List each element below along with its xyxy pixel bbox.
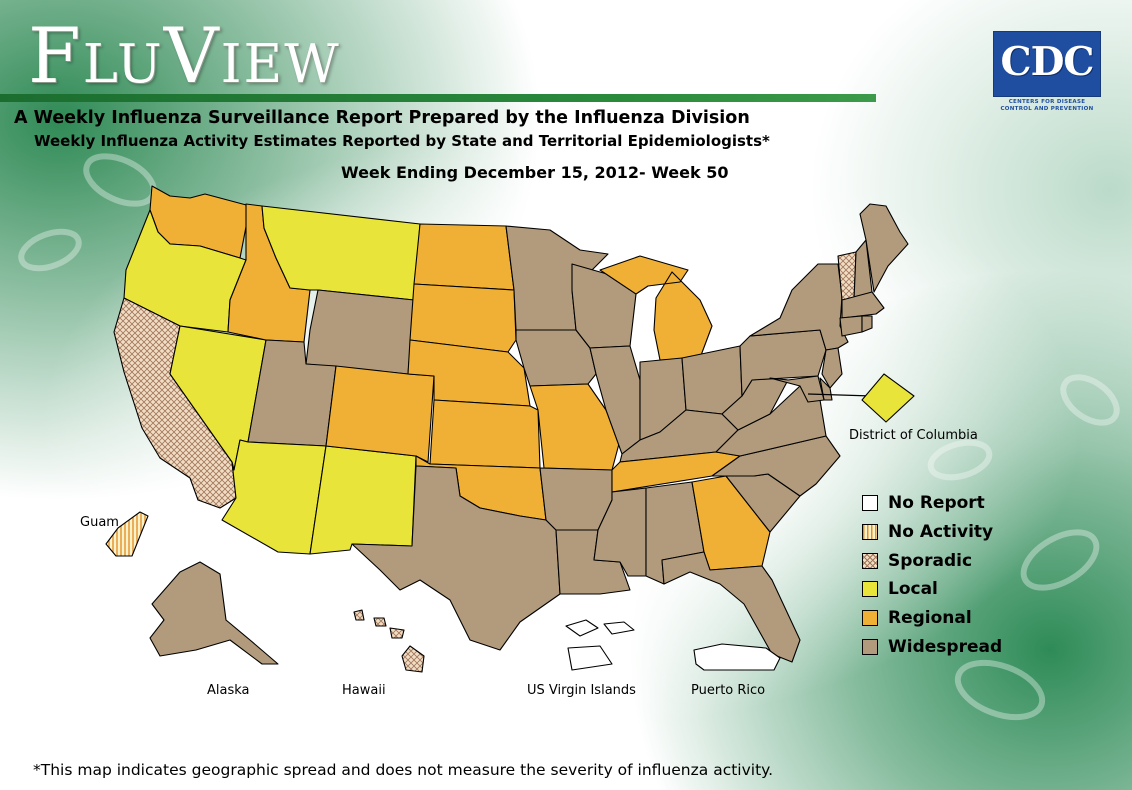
state-nc[interactable]	[711, 435, 841, 497]
state-nj[interactable]	[821, 347, 843, 389]
cdc-logo-box: CDC	[993, 31, 1101, 97]
dc-leader-line	[807, 393, 873, 397]
state-dc[interactable]	[861, 373, 915, 423]
legend-label: Regional	[888, 608, 972, 628]
state-ny[interactable]	[749, 263, 849, 351]
legend-item-no-activity: No Activity	[862, 521, 1042, 545]
state-ct[interactable]	[839, 315, 863, 337]
state-nm[interactable]	[309, 445, 417, 555]
state-mi[interactable]	[599, 255, 713, 361]
state-va[interactable]	[715, 385, 827, 457]
legend-item-regional: Regional	[862, 607, 1042, 631]
territory-vi[interactable]	[565, 619, 635, 671]
legend-swatch	[862, 639, 878, 655]
report-heading: A Weekly Influenza Surveillance Report P…	[14, 108, 750, 128]
legend-label: No Report	[888, 493, 985, 513]
state-fl[interactable]	[661, 551, 801, 663]
legend-item-widespread: Widespread	[862, 636, 1042, 660]
label-hawaii: Hawaii	[342, 683, 386, 698]
legend-swatch	[862, 581, 878, 597]
label-puerto-rico: Puerto Rico	[691, 683, 766, 698]
week-label: Week Ending December 15, 2012- Week 50	[341, 163, 729, 182]
legend-label: Local	[888, 579, 938, 599]
state-ks[interactable]	[429, 399, 541, 469]
legend-item-sporadic: Sporadic	[862, 550, 1042, 574]
state-co[interactable]	[325, 365, 435, 463]
state-wy[interactable]	[305, 289, 415, 375]
footnote: *This map indicates geographic spread an…	[33, 761, 774, 779]
legend-swatch	[862, 495, 878, 511]
legend-swatch	[862, 524, 878, 540]
app-title: FluView	[28, 11, 341, 100]
label-guam: Guam	[80, 515, 119, 530]
state-mo[interactable]	[529, 383, 621, 471]
label-dc: District of Columbia	[849, 428, 978, 443]
label-virgin-islands: US Virgin Islands	[527, 683, 636, 698]
cdc-logo: CDC CENTERS FOR DISEASE CONTROL AND PREV…	[993, 31, 1101, 112]
state-ma[interactable]	[841, 291, 885, 319]
label-alaska: Alaska	[207, 683, 250, 698]
state-sd[interactable]	[409, 283, 517, 353]
cdc-logo-subtitle: CENTERS FOR DISEASE CONTROL AND PREVENTI…	[1000, 99, 1094, 112]
legend-label: Sporadic	[888, 551, 973, 571]
territory-pr[interactable]	[693, 643, 781, 671]
state-md[interactable]	[769, 375, 825, 403]
legend-item-local: Local	[862, 578, 1042, 602]
state-ak[interactable]	[149, 561, 279, 665]
state-tx[interactable]	[351, 465, 561, 651]
legend-label: Widespread	[888, 637, 1003, 657]
state-ar[interactable]	[539, 467, 613, 531]
title-rule	[0, 94, 876, 102]
legend-swatch	[862, 610, 878, 626]
state-me[interactable]	[859, 203, 909, 293]
state-nd[interactable]	[413, 223, 515, 291]
legend-item-no-report: No Report	[862, 492, 1042, 516]
report-subheading: Weekly Influenza Activity Estimates Repo…	[34, 132, 770, 150]
state-az[interactable]	[221, 439, 327, 555]
territory-gu[interactable]	[105, 511, 149, 557]
legend-swatch	[862, 553, 878, 569]
state-ri[interactable]	[861, 315, 873, 333]
cdc-logo-text: CDC	[1000, 39, 1095, 85]
state-hi[interactable]	[353, 609, 425, 673]
legend-label: No Activity	[888, 522, 994, 542]
